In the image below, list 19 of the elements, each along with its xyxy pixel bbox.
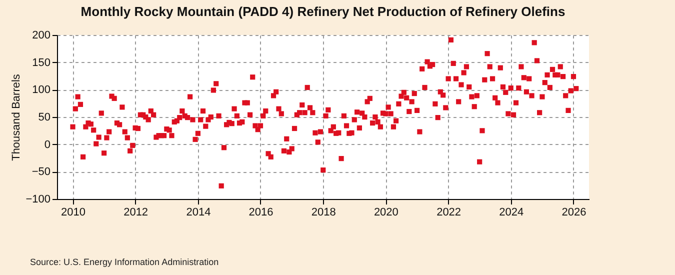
- y-tick-label: −50: [32, 166, 50, 178]
- y-tick-label: 0: [44, 138, 50, 151]
- x-tick-label: 2024: [499, 206, 524, 218]
- x-tick-label: 2012: [124, 206, 148, 218]
- x-tick-label: 2016: [248, 206, 274, 218]
- y-tick-label: 50: [38, 112, 50, 124]
- y-tick-label: −100: [26, 194, 50, 206]
- x-tick-label: 2026: [562, 206, 586, 218]
- x-tick-label: 2010: [61, 206, 86, 218]
- y-axis-title: Thousand Barrels: [10, 74, 23, 161]
- x-tick-label: 2014: [186, 206, 211, 218]
- chart-title: Monthly Rocky Mountain (PADD 4) Refinery Net Production of Refinery Olefins: [80, 4, 566, 19]
- y-tick-label: 100: [32, 84, 50, 96]
- x-tick-label: 2018: [311, 206, 336, 218]
- x-tick-label: 2020: [374, 206, 398, 218]
- y-tick-label: 200: [32, 30, 50, 42]
- x-tick-label: 2022: [436, 206, 462, 218]
- y-tick-label: 150: [32, 56, 50, 69]
- source-note: Source: U.S. Energy Information Administration: [30, 257, 219, 267]
